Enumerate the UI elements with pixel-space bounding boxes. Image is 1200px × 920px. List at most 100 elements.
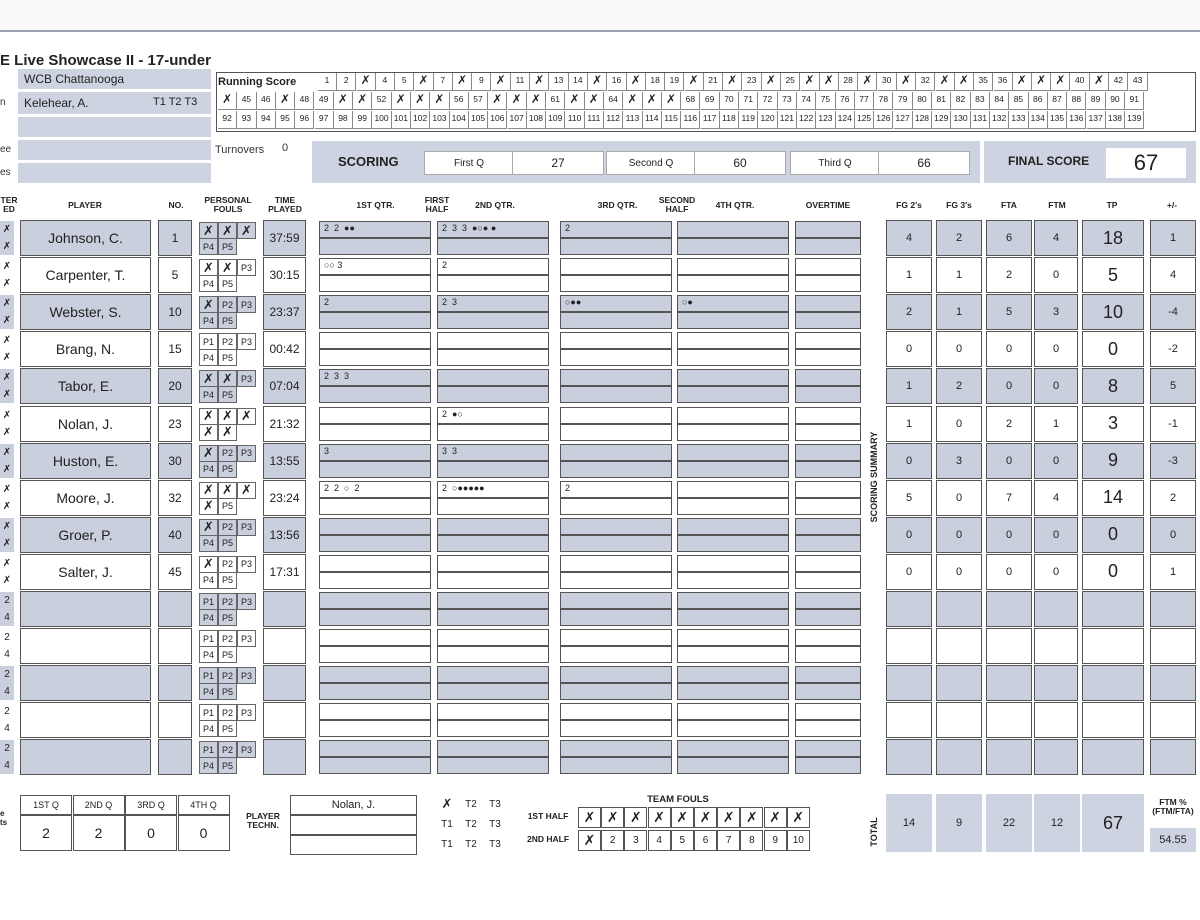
foul-box: P4	[199, 757, 218, 775]
running-score-cell: 40	[1070, 73, 1090, 91]
time-played	[263, 628, 306, 665]
team-foul-box: 9	[763, 830, 787, 851]
quarter-scoring-box	[560, 406, 672, 424]
running-score-cell: ✗	[488, 92, 508, 110]
running-score-cell: 14	[568, 73, 588, 91]
running-score-cell: 86	[1028, 92, 1048, 110]
quarter-scoring-box	[677, 683, 789, 701]
team-fouls-label: TEAM FOULS	[647, 794, 709, 805]
running-score-cell: 121	[777, 111, 797, 129]
quarter-scoring-box	[437, 720, 549, 738]
stat-fg2	[886, 591, 932, 627]
foul-box: P4	[199, 386, 218, 404]
running-score-cell: 115	[661, 111, 682, 129]
quarter-label-box: First Q	[424, 151, 514, 175]
foul-box: ✗	[199, 423, 218, 441]
team-name: WCB Chattanooga	[24, 72, 125, 86]
quarter-scoring-box	[795, 460, 861, 478]
quarter-scoring-box	[437, 629, 549, 647]
quarter-scoring-box	[437, 295, 549, 313]
quarter-scoring-box	[560, 238, 672, 255]
stat-fg2	[886, 702, 932, 739]
window-top-bar	[0, 0, 1200, 32]
quarter-scoring-box	[795, 443, 861, 461]
quarter-scoring-box	[677, 369, 789, 387]
final-score-label: FINAL SCORE	[1008, 154, 1090, 168]
player-name: Nolan, J.	[20, 405, 151, 442]
quarter-scoring-box	[677, 406, 789, 424]
player-name	[20, 628, 151, 665]
quarter-scoring-box	[795, 554, 861, 572]
turnovers-value: 0	[282, 142, 289, 154]
quarter-scoring-box	[319, 258, 431, 276]
stat-tp: 0	[1082, 331, 1144, 368]
stat-pm: 1	[1150, 220, 1196, 256]
stat-fg3: 0	[936, 331, 982, 368]
timeout-quarter-label: 4TH Q	[177, 795, 230, 815]
quarter-scoring-text: 2 ○●●●●●	[442, 482, 485, 493]
player-number	[158, 628, 192, 665]
foul-box: P2	[218, 296, 237, 314]
quarter-scoring-text: 2 ●○	[442, 408, 463, 419]
techn-player-field: Nolan, J.	[290, 795, 417, 815]
foul-box: P4	[199, 534, 218, 552]
running-score-cell: ✗	[819, 73, 839, 91]
running-score-cell: 64	[604, 92, 624, 110]
foul-box: P4	[199, 720, 218, 738]
running-score-cell: 132	[990, 111, 1010, 129]
running-score-cell: 75	[816, 92, 836, 110]
header-q1: 1ST QTR.	[356, 200, 395, 210]
running-score-cell: 30	[877, 73, 897, 91]
player-name	[20, 665, 151, 702]
quarter-scoring-box	[795, 349, 861, 367]
stat-fg3	[936, 628, 982, 665]
entered-mark: ✗	[0, 460, 14, 478]
blank-field-3	[18, 163, 211, 183]
techn-mark: ✗	[441, 796, 453, 811]
techn-player-field-blank	[290, 815, 417, 835]
stat-tp: 3	[1082, 405, 1144, 442]
running-score-cell: 85	[1009, 92, 1029, 110]
quarter-scoring-box	[319, 295, 431, 313]
foul-box: ✗	[199, 222, 218, 239]
time-played: 21:32	[263, 405, 306, 442]
quarter-scoring-box	[319, 332, 431, 350]
quarter-scoring-box	[319, 443, 431, 461]
running-score-cell: ✗	[526, 92, 547, 110]
player-number: 10	[158, 294, 192, 331]
ftm-pct-value: 54.55	[1150, 828, 1196, 852]
quarter-scoring-box	[437, 571, 549, 589]
quarter-scoring-box	[319, 221, 431, 238]
stat-pm: 5	[1150, 368, 1196, 405]
quarter-scoring-box	[560, 443, 672, 461]
quarter-scoring-box	[319, 349, 431, 367]
stat-tp: 9	[1082, 442, 1144, 479]
stat-fta	[986, 591, 1032, 627]
stat-fg3: 0	[936, 516, 982, 553]
foul-box: P4	[199, 683, 218, 701]
foul-box: P2	[218, 593, 237, 610]
quarter-scoring-box	[795, 703, 861, 721]
entered-mark: 4	[0, 757, 14, 775]
running-score-cell: 78	[874, 92, 894, 110]
foul-box: ✗	[237, 481, 256, 499]
stat-fg3	[936, 739, 982, 776]
quarter-scoring-box	[795, 258, 861, 276]
quarter-scoring-box	[560, 703, 672, 721]
quarter-scoring-text: 2	[565, 482, 571, 493]
header-ot: OVERTIME	[805, 200, 851, 210]
quarter-scoring-box	[437, 238, 549, 255]
quarter-scoring-box	[677, 480, 789, 498]
player-number: 23	[158, 405, 192, 442]
foul-box: ✗	[199, 407, 218, 425]
entered-mark: ✗	[0, 312, 14, 330]
team-foul-box: ✗	[786, 807, 810, 828]
coach-timeouts: T1 T2 T3	[153, 96, 198, 108]
stat-fg2: 1	[886, 405, 932, 442]
quarter-scoring-box	[795, 238, 861, 255]
foul-box: P4	[199, 460, 218, 478]
running-score-cell: 16	[607, 73, 627, 91]
team-foul-box: ✗	[763, 807, 787, 828]
stat-ftm	[1034, 628, 1078, 665]
quarter-scoring-box	[560, 517, 672, 535]
